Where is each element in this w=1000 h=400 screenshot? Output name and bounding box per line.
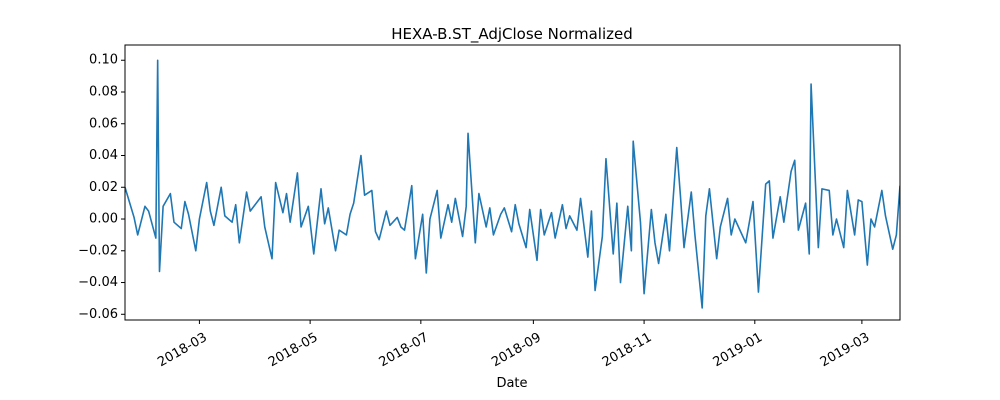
y-tick-label: 0.00	[89, 212, 118, 227]
y-tick-label: −0.02	[78, 243, 118, 258]
x-tick-label: 2019-01	[711, 330, 766, 370]
y-tick-label: 0.08	[89, 84, 118, 99]
x-tick-label: 2018-03	[155, 330, 210, 370]
y-tick-label: 0.06	[89, 116, 118, 131]
x-tick-label: 2018-11	[600, 330, 655, 370]
x-tick-label: 2018-05	[266, 330, 321, 370]
data-line	[125, 59, 900, 309]
x-tick-label: 2018-07	[377, 330, 432, 370]
plot-frame	[124, 44, 901, 321]
y-tick-label: −0.04	[78, 275, 118, 290]
x-axis-label: Date	[496, 376, 527, 391]
y-tick-label: −0.06	[78, 307, 118, 322]
y-tick-label: 0.04	[89, 148, 118, 163]
y-tick-label: 0.02	[89, 180, 118, 195]
x-tick-label: 2019-03	[818, 330, 873, 370]
x-tick-label: 2018-09	[489, 330, 544, 370]
y-tick-label: 0.10	[89, 53, 118, 68]
chart-title: HEXA-B.ST_AdjClose Normalized	[391, 25, 632, 44]
